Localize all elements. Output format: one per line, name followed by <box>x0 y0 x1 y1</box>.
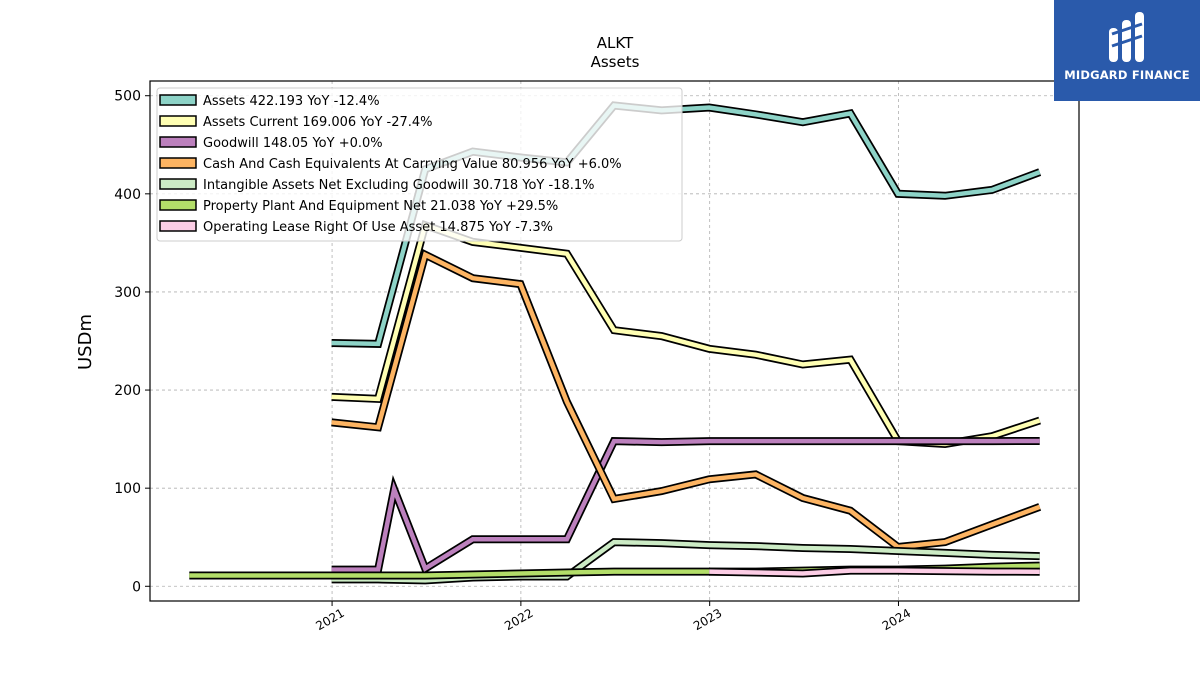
series-line <box>331 438 1040 572</box>
series-line <box>331 251 1041 550</box>
legend-entry: Goodwill 148.05 YoY +0.0% <box>203 136 383 151</box>
series-4 <box>331 248 1042 552</box>
legend-entry: Property Plant And Equipment Net 21.038 … <box>203 199 558 214</box>
legend-swatch <box>159 115 197 127</box>
y-tick-label: 0 <box>132 579 141 595</box>
legend: Assets 422.193 YoY -12.4% Assets Current … <box>156 87 683 242</box>
chart-title: ALKT <box>597 34 634 52</box>
y-tick-label: 200 <box>114 383 141 399</box>
legend-swatch <box>159 199 197 211</box>
chart-subtitle: Assets <box>591 53 640 71</box>
legend-entry: Operating Lease Right Of Use Asset 14.87… <box>203 220 553 235</box>
x-tick-label: 2022 <box>502 606 535 633</box>
legend-swatch <box>159 220 197 232</box>
y-tick-label: 400 <box>114 187 141 203</box>
legend-swatch <box>159 178 197 190</box>
legend-box <box>156 87 683 242</box>
plot-frame <box>149 80 1080 602</box>
y-tick-label: 100 <box>114 481 141 497</box>
y-axis-label: USDm <box>75 314 96 370</box>
legend-entry: Intangible Assets Net Excluding Goodwill… <box>203 178 594 193</box>
legend-entry: Assets Current 169.006 YoY -27.4% <box>203 115 433 130</box>
series-line <box>709 568 1040 576</box>
legend-entry: Cash And Cash Equivalents At Carrying Va… <box>203 157 622 172</box>
series-7 <box>709 566 1040 578</box>
series-line-outline <box>331 248 1042 552</box>
x-tick-label: 2024 <box>880 606 913 633</box>
x-tick-label: 2023 <box>691 606 724 633</box>
legend-entry: Assets 422.193 YoY -12.4% <box>203 94 380 109</box>
y-tick-label: 500 <box>114 89 141 105</box>
brand-logo: MIDGARD FINANCE <box>1054 0 1200 101</box>
x-tick-label: 2021 <box>313 606 346 633</box>
y-tick-label: 300 <box>114 285 141 301</box>
series-3 <box>331 437 1040 575</box>
legend-swatch <box>159 136 197 148</box>
brand-logo-text: MIDGARD FINANCE <box>1064 68 1190 82</box>
legend-swatch <box>159 157 197 169</box>
legend-swatch <box>159 94 197 106</box>
brand-logo-icon <box>1109 12 1144 62</box>
